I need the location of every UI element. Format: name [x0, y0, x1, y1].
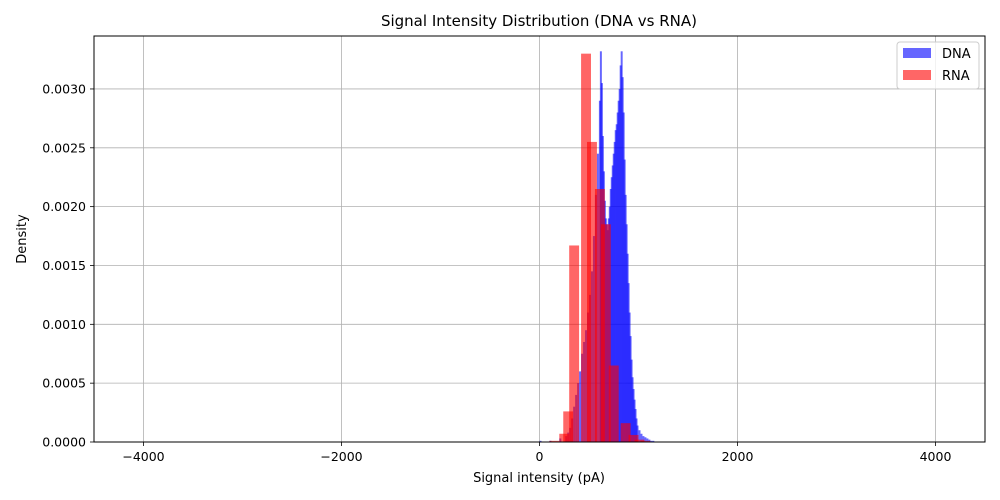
- bar-dna: [638, 430, 641, 442]
- y-axis-label: Density: [15, 214, 30, 264]
- series-rna-bars: [549, 53, 651, 443]
- x-axis-label: Signal intensity (pA): [473, 471, 605, 486]
- bar-dna: [652, 440, 655, 442]
- bar-dna: [636, 425, 639, 442]
- y-tick-label: 0.0015: [42, 258, 86, 273]
- y-tick-label: 0.0010: [42, 317, 86, 332]
- bar-rna: [608, 365, 619, 442]
- bar-rna: [594, 188, 605, 442]
- legend: DNA RNA: [896, 41, 980, 90]
- bar-dna: [579, 371, 582, 442]
- bar-rna: [581, 53, 591, 443]
- bar-rna: [563, 411, 574, 442]
- y-tick-label: 0.0020: [42, 199, 86, 214]
- bar-dna: [622, 112, 625, 443]
- bar-dna: [628, 312, 631, 442]
- bar-rna: [549, 440, 560, 442]
- bar-dna: [644, 437, 647, 442]
- bar-rna: [620, 423, 631, 442]
- bar-rna: [640, 440, 651, 442]
- x-tick-label: 2000: [722, 449, 754, 464]
- bar-rna: [569, 245, 580, 442]
- y-tick-label: 0.0005: [42, 376, 86, 391]
- chart-title: Signal Intensity Distribution (DNA vs RN…: [381, 12, 697, 30]
- y-tick-label: 0.0025: [42, 140, 86, 155]
- bar-rna: [634, 439, 645, 442]
- bar-dna: [642, 436, 645, 442]
- x-tick-label: 4000: [920, 449, 952, 464]
- legend-swatch-rna: [903, 70, 931, 80]
- legend-swatch-dna: [903, 48, 931, 58]
- x-tick-label: −4000: [122, 449, 164, 464]
- y-tick-label: 0.0030: [42, 81, 86, 96]
- bar-dna: [640, 433, 643, 442]
- bar-dna: [616, 112, 619, 443]
- x-tick-label: 0: [536, 449, 544, 464]
- x-axis-ticks: −4000 −2000 0 2000 4000: [122, 442, 951, 464]
- bar-dna: [634, 409, 637, 442]
- bar-dna: [539, 440, 542, 442]
- bar-dna: [650, 440, 653, 442]
- legend-label-rna: RNA: [942, 69, 970, 84]
- legend-label-dna: DNA: [942, 47, 971, 62]
- y-axis-ticks: 0.0000 0.0005 0.0010 0.0015 0.0020 0.0025 0.00…: [42, 81, 94, 450]
- bar-rna: [600, 224, 611, 442]
- y-tick-label: 0.0000: [42, 435, 86, 450]
- bar-rna: [587, 141, 597, 443]
- x-tick-label: −2000: [320, 449, 362, 464]
- bar-dna: [646, 438, 649, 442]
- bar-rna: [628, 434, 639, 442]
